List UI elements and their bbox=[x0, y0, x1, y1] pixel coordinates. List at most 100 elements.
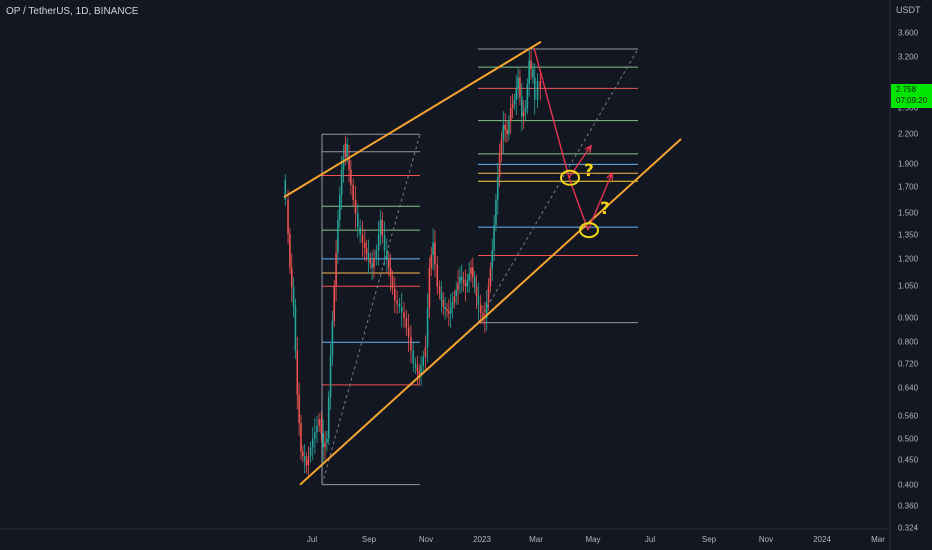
candle-body bbox=[410, 337, 412, 351]
candle-body bbox=[509, 107, 512, 122]
candle-body bbox=[403, 312, 405, 318]
price-tick-label: 0.400 bbox=[898, 480, 919, 490]
candle-body bbox=[337, 219, 339, 254]
channel-upper-line bbox=[283, 40, 542, 199]
bar-countdown: 07:09:20 bbox=[896, 96, 928, 105]
candle-body bbox=[371, 263, 373, 268]
candle-body bbox=[379, 219, 382, 236]
candle-body bbox=[436, 264, 439, 287]
time-tick-label: Jul bbox=[644, 535, 656, 544]
candle-body bbox=[533, 77, 536, 100]
candle-body bbox=[448, 311, 450, 314]
candle-body bbox=[493, 225, 495, 251]
candle-body bbox=[460, 276, 463, 280]
candle-body bbox=[344, 143, 347, 157]
candle-body bbox=[430, 254, 433, 268]
candle-body bbox=[298, 394, 300, 424]
candle-body bbox=[428, 267, 431, 308]
candle-body bbox=[515, 88, 518, 100]
projection-second-drop bbox=[568, 177, 589, 231]
price-tick-label: 1.350 bbox=[898, 230, 919, 240]
candle-body bbox=[416, 367, 419, 372]
candle-body bbox=[453, 296, 456, 303]
candle-body bbox=[367, 253, 370, 259]
candle-body bbox=[327, 397, 330, 439]
candle-body bbox=[331, 320, 334, 356]
candle-body bbox=[391, 276, 394, 289]
candle-body bbox=[361, 234, 364, 243]
candle-body bbox=[389, 267, 392, 277]
price-tick-label: 1.200 bbox=[898, 254, 919, 264]
time-tick-label: Sep bbox=[361, 535, 377, 544]
candle-body bbox=[449, 307, 452, 314]
candle-body bbox=[302, 451, 304, 457]
candle-body bbox=[470, 267, 472, 274]
candle-body bbox=[532, 68, 534, 78]
candle-body bbox=[462, 279, 465, 284]
candle-body bbox=[464, 283, 467, 287]
time-tick-label: Mar bbox=[871, 535, 885, 544]
price-tick-label: 0.324 bbox=[898, 523, 919, 533]
price-tick-label: 0.560 bbox=[898, 411, 919, 420]
candle-body bbox=[381, 219, 384, 236]
candle-body bbox=[326, 438, 328, 444]
candle-body bbox=[502, 125, 505, 140]
candle-body bbox=[508, 121, 510, 135]
candle-body bbox=[311, 438, 314, 448]
candle-body bbox=[305, 460, 308, 466]
candle-body bbox=[434, 242, 436, 265]
projection-bounce-2-arrow bbox=[587, 172, 613, 231]
target-circle-1 bbox=[560, 169, 580, 186]
candle-body bbox=[363, 242, 366, 248]
candle-body bbox=[513, 99, 516, 104]
candle-body bbox=[398, 303, 401, 307]
candle-body bbox=[539, 81, 542, 88]
candle-body bbox=[491, 250, 494, 269]
candle-body bbox=[359, 227, 361, 235]
candle-body bbox=[396, 300, 398, 304]
last-price-value: 2.758 bbox=[896, 85, 917, 94]
target-circle-2 bbox=[579, 222, 599, 239]
last-price-badge: 2.758 07:09:20 bbox=[891, 84, 932, 108]
candle-body bbox=[522, 112, 525, 117]
projection-drop-line bbox=[533, 47, 570, 178]
candle-body bbox=[400, 306, 403, 313]
candle-body bbox=[324, 443, 326, 448]
projection-bounce-1-arrow-head bbox=[584, 144, 592, 153]
price-tick-label: 0.500 bbox=[898, 434, 919, 444]
price-tick-label: 0.900 bbox=[898, 313, 919, 323]
price-tick-label: 0.360 bbox=[898, 501, 919, 511]
candle-body bbox=[424, 347, 427, 357]
candle-body bbox=[420, 366, 422, 376]
candle-body bbox=[504, 125, 506, 130]
candle-body bbox=[521, 96, 523, 117]
candle-body bbox=[472, 267, 474, 278]
candle-body bbox=[495, 199, 497, 226]
candle-body bbox=[300, 423, 302, 452]
candle-body bbox=[287, 199, 289, 234]
price-tick-label: 0.450 bbox=[898, 455, 919, 465]
candle-body bbox=[479, 304, 482, 314]
candle-body bbox=[506, 129, 508, 135]
candle-body bbox=[289, 233, 291, 268]
candle-body bbox=[377, 235, 380, 251]
candle-body bbox=[528, 60, 530, 85]
candle-body bbox=[340, 169, 343, 195]
time-tick-label: 2024 bbox=[813, 535, 831, 544]
candle-body bbox=[466, 280, 469, 287]
candle-body bbox=[357, 213, 359, 228]
fib-2023-diagonal bbox=[477, 48, 639, 323]
candle-body bbox=[500, 139, 503, 154]
candle-body bbox=[414, 363, 417, 368]
price-tick-label: 1.500 bbox=[898, 208, 919, 218]
price-tick-label: 1.700 bbox=[898, 182, 919, 192]
candle-body bbox=[455, 289, 458, 297]
question-mark-2: ? bbox=[600, 199, 610, 219]
time-tick-label: May bbox=[585, 535, 601, 544]
candle-body bbox=[335, 253, 337, 287]
candle-body bbox=[350, 169, 352, 185]
candle-body bbox=[468, 273, 470, 281]
candle-body bbox=[375, 250, 378, 260]
price-tick-label: 0.800 bbox=[898, 337, 919, 347]
